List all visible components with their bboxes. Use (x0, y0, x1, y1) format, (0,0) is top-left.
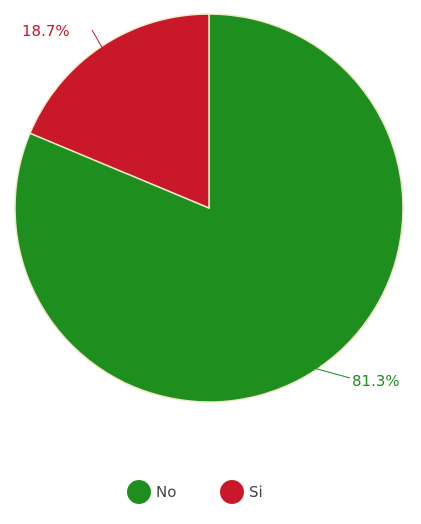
pie-slices (14, 13, 404, 403)
legend-label-no: No (156, 483, 176, 501)
legend-marker-si (220, 480, 244, 504)
slice-label-si: 18.7% (22, 22, 70, 40)
leader-line-si (91, 29, 103, 48)
slice-label-no: 81.3% (352, 372, 400, 390)
legend-marker-no (127, 480, 151, 504)
slice-labels: 81.3% 18.7% (22, 22, 400, 390)
leader-line-no (315, 368, 351, 379)
legend-label-si: Si (249, 483, 263, 501)
legend: No Si (127, 480, 263, 504)
